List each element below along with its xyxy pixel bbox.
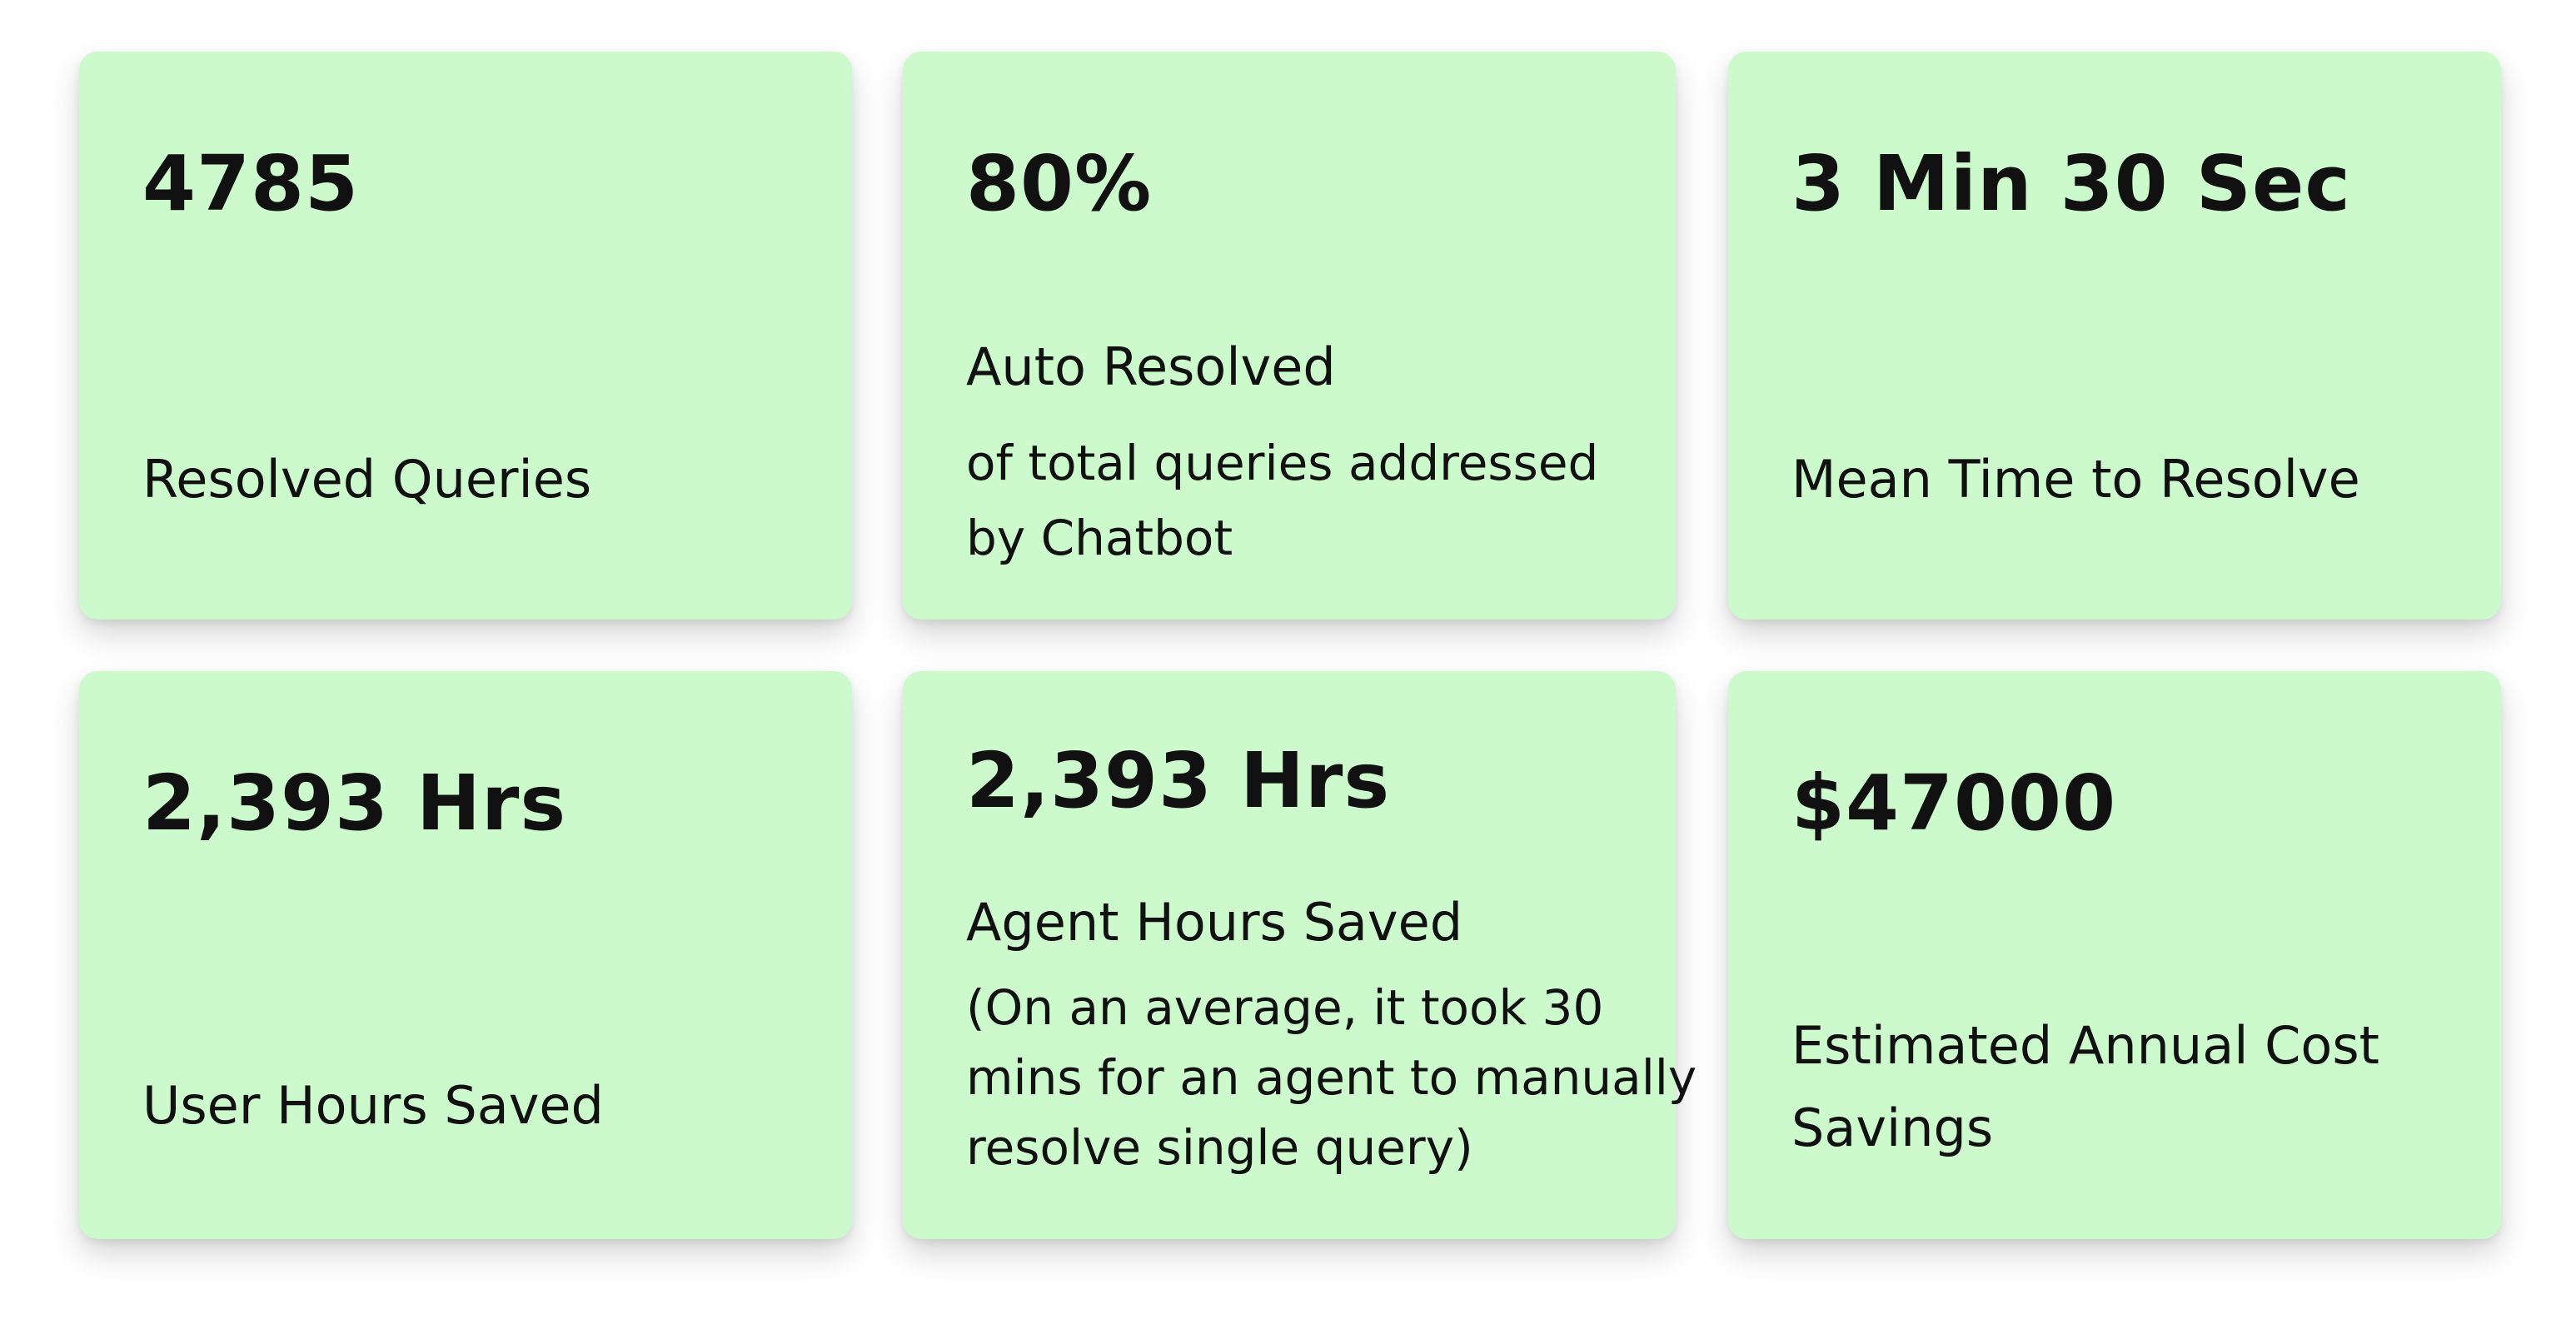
stat-label-line: Savings — [1791, 1098, 1994, 1159]
stat-label: Auto Resolved — [966, 336, 1336, 397]
stat-description-line: resolve single query) — [966, 1119, 1473, 1177]
stat-card-estimated-annual-cost-savings: $47000 Estimated Annual Cost Savings — [1728, 671, 2501, 1239]
stat-description: of total queries addressed by Chatbot — [966, 426, 1651, 576]
stat-description-line: of total queries addressed — [966, 435, 1599, 491]
stat-card-agent-hours-saved: 2,393 Hrs Agent Hours Saved (On an avera… — [903, 671, 1697, 1239]
stat-description: (On an average, it took 30 mins for an a… — [966, 973, 1697, 1182]
stat-value: $47000 — [1791, 759, 2117, 848]
stat-description-line: (On an average, it took 30 — [966, 979, 1604, 1036]
stat-label: Estimated Annual Cost Savings — [1791, 1004, 2476, 1169]
stat-card-resolved-queries: 4785 Resolved Queries — [79, 52, 852, 620]
stat-label: Resolved Queries — [142, 449, 592, 510]
stat-label: User Hours Saved — [142, 1075, 604, 1136]
stat-value: 4785 — [142, 139, 360, 228]
stat-value: 2,393 Hrs — [966, 736, 1391, 825]
stat-card-mean-time-to-resolve: 3 Min 30 Sec Mean Time to Resolve — [1728, 52, 2501, 620]
stat-card-auto-resolved: 80% Auto Resolved of total queries addre… — [903, 52, 1676, 620]
stat-label-line: Estimated Annual Cost — [1791, 1015, 2379, 1076]
stat-value: 3 Min 30 Sec — [1791, 139, 2351, 228]
stat-value: 2,393 Hrs — [142, 759, 567, 848]
stat-description-line: mins for an agent to manually — [966, 1049, 1697, 1107]
stat-label: Agent Hours Saved — [966, 892, 1463, 953]
stat-card-user-hours-saved: 2,393 Hrs User Hours Saved — [79, 671, 852, 1239]
stat-value: 80% — [966, 139, 1153, 228]
stat-description-line: by Chatbot — [966, 509, 1233, 566]
stat-label: Mean Time to Resolve — [1791, 449, 2360, 510]
